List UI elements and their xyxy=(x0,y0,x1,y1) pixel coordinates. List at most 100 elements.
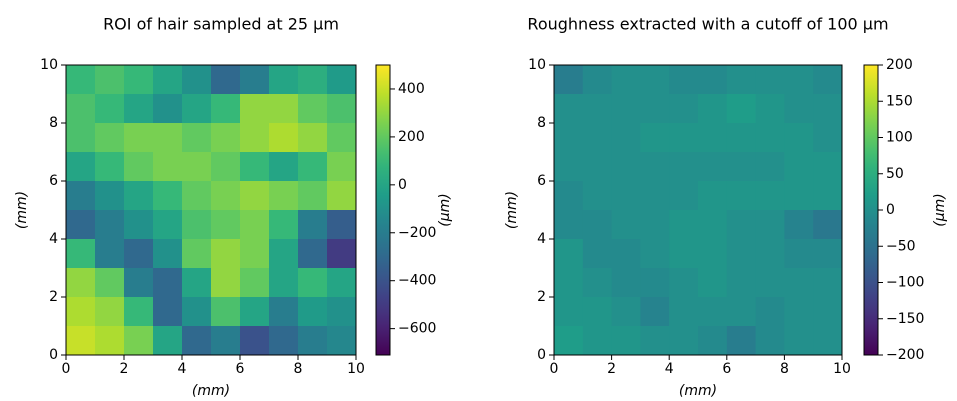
heatmap-cell xyxy=(211,94,241,124)
heatmap-cell xyxy=(784,181,814,211)
colorbar-tick-label: −600 xyxy=(398,321,436,337)
heatmap-cell xyxy=(211,268,241,298)
heatmap-cell xyxy=(327,65,357,95)
y-tick-label: 4 xyxy=(49,231,58,247)
heatmap-cell xyxy=(298,123,328,153)
heatmap-cell xyxy=(554,94,584,124)
heatmap-cell xyxy=(95,152,125,182)
heatmap-cell xyxy=(182,326,212,356)
heatmap-cell xyxy=(327,94,357,124)
y-tick-label: 8 xyxy=(537,115,546,131)
heatmap-cell xyxy=(755,268,785,298)
heatmap-cell xyxy=(269,65,299,95)
heatmap-cell xyxy=(240,268,270,298)
heatmap-cell xyxy=(755,297,785,327)
heatmap-cell xyxy=(582,181,613,211)
heatmap-cell xyxy=(269,268,299,298)
colorbar-tick-label: −150 xyxy=(886,311,924,327)
heatmap-cell xyxy=(240,94,270,124)
heatmap-cell xyxy=(640,94,670,124)
x-tick-label: 8 xyxy=(780,361,789,377)
colorbar-tick-label: −200 xyxy=(398,225,436,241)
heatmap-cell xyxy=(95,210,125,240)
heatmap-cell xyxy=(153,297,183,327)
x-tick-label: 4 xyxy=(665,361,674,377)
heatmap-cell xyxy=(640,210,670,240)
heatmap-cell xyxy=(611,239,641,269)
y-tick-label: 10 xyxy=(40,57,58,73)
heatmap-cell xyxy=(784,152,814,182)
heatmap-cell xyxy=(211,297,241,327)
heatmap-cell xyxy=(153,181,183,211)
x-tick-label: 2 xyxy=(120,361,129,377)
heatmap-cell xyxy=(182,94,212,124)
y-tick-label: 2 xyxy=(537,289,546,305)
heatmap-cell xyxy=(582,297,613,327)
heatmap-cell xyxy=(611,94,641,124)
heatmap-cell xyxy=(327,268,357,298)
heatmap-cell xyxy=(298,326,328,356)
heatmap-cell xyxy=(66,94,96,124)
heatmap-cell xyxy=(153,123,183,153)
heatmap-cell xyxy=(269,297,299,327)
heatmap-cell xyxy=(582,210,613,240)
heatmap-cell xyxy=(327,181,357,211)
heatmap-cell xyxy=(66,268,96,298)
heatmap-cell xyxy=(813,210,843,240)
heatmap-cell xyxy=(298,65,328,95)
heatmap-cell xyxy=(153,268,183,298)
heatmap-cell xyxy=(813,123,843,153)
heatmap-cell xyxy=(211,210,241,240)
colorbar-tick-label: −200 xyxy=(886,347,924,363)
colorbar-tick-label: −100 xyxy=(886,275,924,291)
colorbar-tick-label: 100 xyxy=(886,130,913,146)
heatmap-cell xyxy=(327,123,357,153)
x-tick-label: 4 xyxy=(178,361,187,377)
heatmap-cell xyxy=(66,65,96,95)
heatmap-cell xyxy=(611,152,641,182)
heatmap-cell xyxy=(611,181,641,211)
heatmap-cell xyxy=(784,65,814,95)
heatmap-cell xyxy=(182,268,212,298)
heatmap-cell xyxy=(327,210,357,240)
heatmap-cell xyxy=(298,94,328,124)
heatmap-cell xyxy=(124,210,154,240)
y-axis-label: (mm) xyxy=(504,191,520,229)
heatmap-cell xyxy=(153,94,183,124)
heatmap-cell xyxy=(726,152,757,182)
heatmap-cell xyxy=(640,181,670,211)
heatmap-cell xyxy=(755,65,785,95)
heatmap-cell xyxy=(582,152,613,182)
x-tick-label: 10 xyxy=(347,361,365,377)
y-tick-label: 0 xyxy=(49,347,58,363)
heatmap-cell xyxy=(66,297,96,327)
heatmap-cell xyxy=(298,181,328,211)
heatmap-cell xyxy=(153,239,183,269)
heatmap-cell xyxy=(66,152,96,182)
heatmap-cell xyxy=(269,123,299,153)
heatmap-cell xyxy=(784,239,814,269)
heatmap-cell xyxy=(698,210,728,240)
heatmap-cell xyxy=(240,152,270,182)
heatmap-cell xyxy=(211,152,241,182)
heatmap-cell xyxy=(755,239,785,269)
y-tick-label: 8 xyxy=(49,115,58,131)
heatmap-cell xyxy=(124,123,154,153)
heatmap-cell xyxy=(726,239,757,269)
y-tick-label: 0 xyxy=(537,347,546,363)
heatmap-cell xyxy=(554,268,584,298)
colorbar-tick-label: −400 xyxy=(398,273,436,289)
heatmap-cell xyxy=(698,94,728,124)
heatmap-cell xyxy=(755,326,785,356)
x-tick-label: 6 xyxy=(236,361,245,377)
heatmap-cell xyxy=(640,239,670,269)
y-tick-label: 10 xyxy=(528,57,546,73)
heatmap-cell xyxy=(240,239,270,269)
heatmap-cell xyxy=(240,297,270,327)
heatmap-cell xyxy=(153,152,183,182)
heatmap-cell xyxy=(582,239,613,269)
heatmap-cell xyxy=(813,268,843,298)
heatmap-cell xyxy=(755,94,785,124)
heatmap-cell xyxy=(813,239,843,269)
